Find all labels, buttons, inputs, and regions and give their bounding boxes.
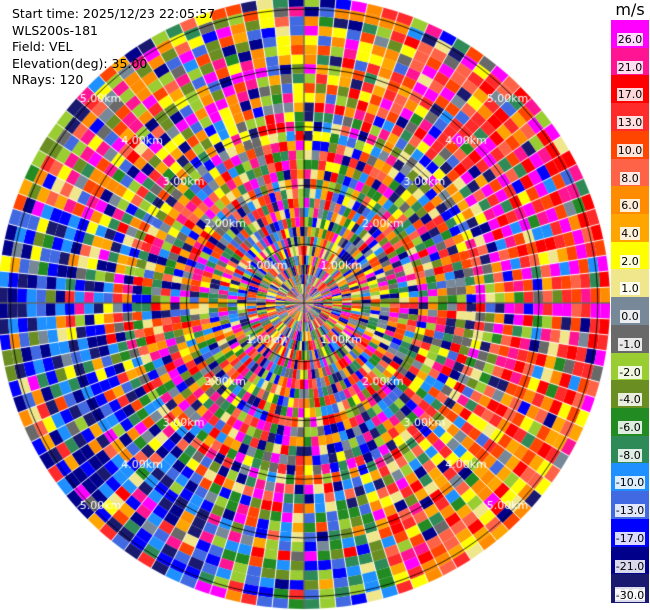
start-time-text: Start time: 2025/12/23 22:05:57 xyxy=(12,6,216,21)
colorbar-tick-label: 10.0 xyxy=(616,143,644,157)
nrays-text: NRays: 120 xyxy=(12,72,84,88)
colorbar-tick-label: -6.0 xyxy=(618,421,642,434)
colorbar-tick-label: 4.0 xyxy=(620,227,640,240)
colorbar-tick-label: 0.0 xyxy=(620,310,640,324)
colorbar-tick-label: -13.0 xyxy=(614,504,646,518)
colorbar-tick-label: -10.0 xyxy=(614,476,646,490)
colorbar-tick-label: -4.0 xyxy=(618,393,642,407)
field-text: Field: VEL xyxy=(12,39,73,55)
colorbar-tick-label: 26.0 xyxy=(616,33,644,46)
colorbar-tick-label: -2.0 xyxy=(618,365,642,379)
colorbar-tick-label: 17.0 xyxy=(616,88,644,102)
colorbar-tick-label: -21.0 xyxy=(614,559,646,573)
colorbar-tick-label: -8.0 xyxy=(618,448,642,462)
instrument-text: WLS200s-181 xyxy=(12,22,98,38)
colorbar-tick-label: 6.0 xyxy=(620,199,640,213)
colorbar-tick-label: 1.0 xyxy=(620,282,640,296)
colorbar: 26.0 21.0 17.0 13.0 10.0 8.0 6.0 4.0 2.0 1.0 0.0 -1… xyxy=(611,20,649,603)
colorbar-tick-label: -1.0 xyxy=(618,337,642,351)
header-info: Start time: 2025/12/23 22:05:57 WLS200s-… xyxy=(12,6,215,89)
colorbar-tick-label: 8.0 xyxy=(620,171,640,185)
colorbar-tick-label: 2.0 xyxy=(620,254,640,268)
colorbar-unit: m/s xyxy=(615,0,645,19)
colorbar-tick-label: 13.0 xyxy=(616,116,644,130)
colorbar-tick-label: -30.0 xyxy=(614,589,646,602)
colorbar-tick-label: 21.0 xyxy=(616,60,644,74)
ppi-plot xyxy=(0,0,610,610)
elevation-text: Elevation(deg): 35.00 xyxy=(12,55,148,71)
colorbar-tick-label: -17.0 xyxy=(614,531,646,545)
